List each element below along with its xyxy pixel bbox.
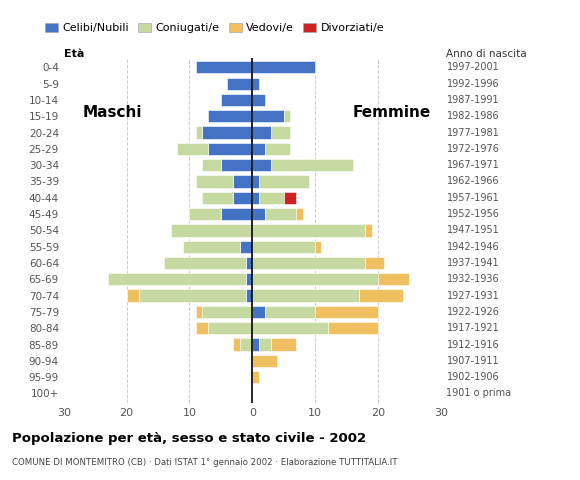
Bar [202,192,233,204]
Bar [265,208,296,220]
Bar [259,338,271,350]
Bar [196,61,252,73]
Bar [208,110,252,122]
Bar [252,143,265,155]
Bar [252,192,259,204]
Bar [252,224,365,237]
Text: COMUNE DI MONTEMITRO (CB) · Dati ISTAT 1° gennaio 2002 · Elaborazione TUTTITALIA: COMUNE DI MONTEMITRO (CB) · Dati ISTAT 1… [12,458,397,468]
Bar [196,126,202,139]
Bar [208,322,252,335]
Bar [126,289,139,302]
Bar [252,289,359,302]
Bar [259,192,284,204]
Bar [252,306,265,318]
Text: 1917-1921: 1917-1921 [447,323,499,333]
Text: 1987-1991: 1987-1991 [447,95,499,105]
Bar [365,224,372,237]
Bar [265,306,315,318]
Bar [252,322,328,335]
Bar [246,273,252,286]
Bar [202,306,252,318]
Bar [378,273,409,286]
Bar [171,224,252,237]
Bar [271,159,353,171]
Bar [233,338,240,350]
Text: 1937-1941: 1937-1941 [447,258,499,268]
Text: Femmine: Femmine [353,105,431,120]
Bar [252,94,265,106]
Text: 1972-1976: 1972-1976 [447,144,499,154]
Bar [233,192,252,204]
Bar [365,257,384,269]
Bar [252,355,277,367]
Legend: Celibi/Nubili, Coniugati/e, Vedovi/e, Divorziati/e: Celibi/Nubili, Coniugati/e, Vedovi/e, Di… [40,18,389,37]
Bar [252,208,265,220]
Bar [252,240,315,253]
Bar [190,208,221,220]
Bar [208,143,252,155]
Bar [221,94,252,106]
Text: 1942-1946: 1942-1946 [447,242,499,252]
Bar [265,143,290,155]
Bar [139,289,246,302]
Bar [271,338,296,350]
Bar [252,126,271,139]
Text: 1902-1906: 1902-1906 [447,372,499,382]
Bar [240,240,252,253]
Text: Maschi: Maschi [83,105,142,120]
Text: 1997-2001: 1997-2001 [447,62,499,72]
Bar [284,110,290,122]
Text: 1992-1996: 1992-1996 [447,79,499,89]
Text: 1901 o prima: 1901 o prima [447,388,512,398]
Text: 1957-1961: 1957-1961 [447,193,499,203]
Bar [271,126,290,139]
Text: 1947-1951: 1947-1951 [447,226,499,235]
Bar [359,289,403,302]
Bar [164,257,246,269]
Bar [296,208,303,220]
Bar [252,175,259,188]
Bar [183,240,240,253]
Bar [227,78,252,90]
Bar [202,159,221,171]
Bar [202,126,252,139]
Text: 1927-1931: 1927-1931 [447,290,499,300]
Bar [252,110,284,122]
Bar [315,240,321,253]
Text: 1962-1966: 1962-1966 [447,177,499,187]
Bar [252,78,259,90]
Bar [252,61,315,73]
Bar [252,257,365,269]
Text: 1967-1971: 1967-1971 [447,160,499,170]
Bar [259,175,309,188]
Text: 1952-1956: 1952-1956 [447,209,499,219]
Text: 1912-1916: 1912-1916 [447,339,499,349]
Text: 1922-1926: 1922-1926 [447,307,499,317]
Bar [284,192,296,204]
Bar [221,208,252,220]
Bar [233,175,252,188]
Bar [221,159,252,171]
Bar [196,322,208,335]
Bar [240,338,252,350]
Bar [328,322,378,335]
Bar [246,289,252,302]
Bar [108,273,246,286]
Text: Anno di nascita: Anno di nascita [447,49,527,59]
Text: Età: Età [64,49,84,59]
Bar [196,175,233,188]
Bar [252,273,378,286]
Bar [246,257,252,269]
Bar [196,306,202,318]
Text: 1982-1986: 1982-1986 [447,111,499,121]
Bar [177,143,208,155]
Text: Popolazione per età, sesso e stato civile - 2002: Popolazione per età, sesso e stato civil… [12,432,366,445]
Text: 1907-1911: 1907-1911 [447,356,499,366]
Text: 1932-1936: 1932-1936 [447,274,499,284]
Bar [252,338,259,350]
Bar [252,159,271,171]
Text: 1977-1981: 1977-1981 [447,128,499,138]
Bar [252,371,259,383]
Bar [315,306,378,318]
